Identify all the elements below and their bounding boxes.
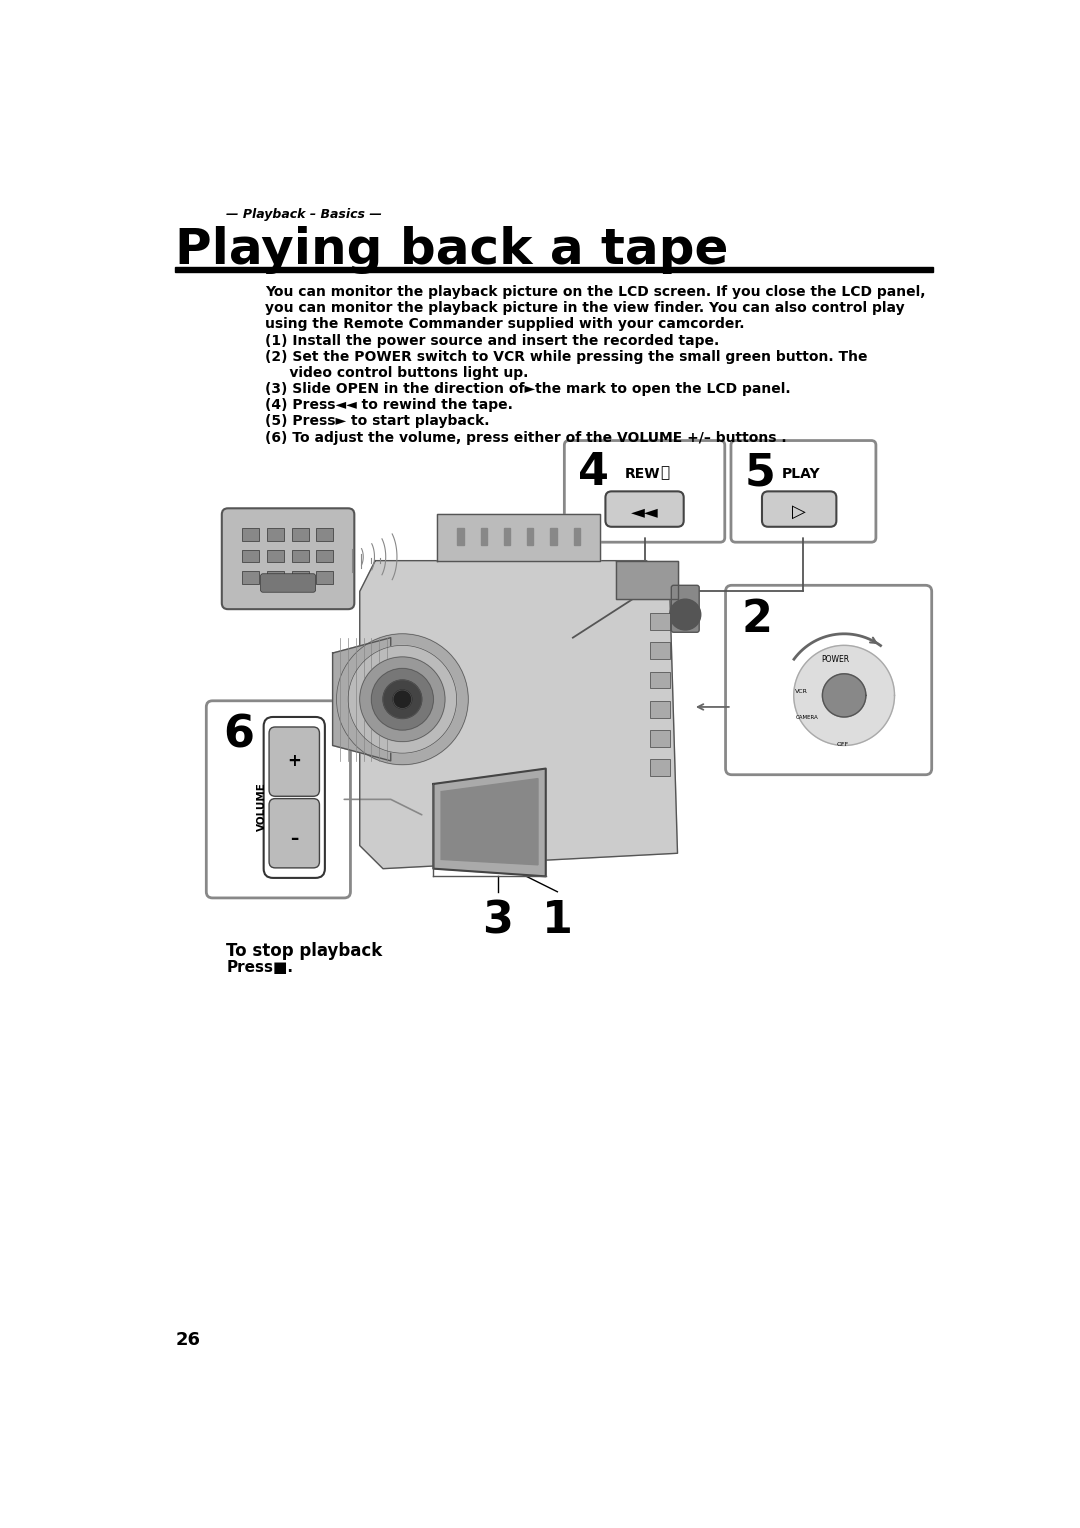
Bar <box>481 529 487 545</box>
Text: video control buttons light up.: video control buttons light up. <box>266 365 528 380</box>
Text: PLAY: PLAY <box>782 466 821 481</box>
Text: 4: 4 <box>578 451 609 495</box>
Text: — Playback – Basics —: — Playback – Basics — <box>227 208 382 222</box>
Bar <box>650 701 670 718</box>
Bar <box>267 571 284 584</box>
Text: To stop playback: To stop playback <box>227 941 382 960</box>
Text: 26: 26 <box>175 1331 200 1349</box>
Polygon shape <box>333 637 391 761</box>
Bar <box>242 529 259 541</box>
FancyBboxPatch shape <box>206 701 350 898</box>
Bar <box>458 529 463 545</box>
FancyBboxPatch shape <box>726 585 932 775</box>
Bar <box>527 529 534 545</box>
Bar <box>650 642 670 659</box>
Text: 5: 5 <box>745 451 775 495</box>
FancyBboxPatch shape <box>565 440 725 542</box>
Bar <box>316 550 334 562</box>
Circle shape <box>360 657 445 741</box>
Text: 2: 2 <box>741 597 772 640</box>
Text: Playing back a tape: Playing back a tape <box>175 226 729 274</box>
Polygon shape <box>360 561 677 868</box>
Text: OFF: OFF <box>836 741 849 747</box>
Circle shape <box>348 645 457 753</box>
Circle shape <box>383 680 422 718</box>
Bar <box>573 529 580 545</box>
Bar <box>242 550 259 562</box>
Bar <box>551 529 556 545</box>
Bar <box>650 671 670 689</box>
Text: ◄◄: ◄◄ <box>631 503 659 521</box>
Text: (6) To adjust the volume, press either of the VOLUME +/– buttons .: (6) To adjust the volume, press either o… <box>266 431 787 445</box>
Text: using the Remote Commander supplied with your camcorder.: using the Remote Commander supplied with… <box>266 318 745 332</box>
FancyBboxPatch shape <box>762 492 836 527</box>
Circle shape <box>337 634 469 764</box>
Bar <box>504 529 510 545</box>
Polygon shape <box>616 561 677 599</box>
Circle shape <box>372 668 433 730</box>
Bar <box>242 571 259 584</box>
Bar <box>292 550 309 562</box>
Bar <box>650 730 670 747</box>
Text: (4) Press◄◄ to rewind the tape.: (4) Press◄◄ to rewind the tape. <box>266 399 513 413</box>
Text: –: – <box>291 830 298 848</box>
Text: POWER: POWER <box>821 654 849 663</box>
Text: 1: 1 <box>542 900 572 943</box>
Text: ⏪: ⏪ <box>661 465 670 480</box>
Text: VOLUME: VOLUME <box>257 782 267 831</box>
Bar <box>316 529 334 541</box>
Text: (5) Press► to start playback.: (5) Press► to start playback. <box>266 414 489 428</box>
Polygon shape <box>794 645 894 746</box>
Text: you can monitor the playback picture in the view finder. You can also control pl: you can monitor the playback picture in … <box>266 301 905 315</box>
FancyBboxPatch shape <box>269 727 320 796</box>
Text: Press■.: Press■. <box>227 960 294 975</box>
Text: VCR: VCR <box>795 689 808 694</box>
FancyBboxPatch shape <box>731 440 876 542</box>
Bar <box>316 571 334 584</box>
Polygon shape <box>437 515 600 561</box>
Text: (2) Set the POWER switch to VCR while pressing the small green button. The: (2) Set the POWER switch to VCR while pr… <box>266 350 867 364</box>
Text: +: + <box>287 752 301 770</box>
Text: REW: REW <box>625 466 660 481</box>
Bar <box>292 529 309 541</box>
FancyBboxPatch shape <box>606 492 684 527</box>
Circle shape <box>393 691 411 709</box>
Text: 6: 6 <box>224 714 255 756</box>
Bar <box>175 266 933 272</box>
FancyBboxPatch shape <box>260 573 315 593</box>
Polygon shape <box>441 779 538 865</box>
Text: 3: 3 <box>483 900 513 943</box>
Text: ▷: ▷ <box>793 503 806 521</box>
FancyBboxPatch shape <box>269 799 320 868</box>
Text: You can monitor the playback picture on the LCD screen. If you close the LCD pan: You can monitor the playback picture on … <box>266 286 926 299</box>
Text: (3) Slide OPEN in the direction of►the mark to open the LCD panel.: (3) Slide OPEN in the direction of►the m… <box>266 382 791 396</box>
Bar <box>267 529 284 541</box>
Bar <box>267 550 284 562</box>
Circle shape <box>670 599 701 630</box>
Bar <box>292 571 309 584</box>
FancyBboxPatch shape <box>221 509 354 610</box>
Bar <box>650 759 670 776</box>
Polygon shape <box>823 674 866 717</box>
FancyBboxPatch shape <box>672 585 699 633</box>
Bar <box>650 613 670 630</box>
FancyBboxPatch shape <box>264 717 325 879</box>
Text: CAMERA: CAMERA <box>795 715 818 720</box>
Text: (1) Install the power source and insert the recorded tape.: (1) Install the power source and insert … <box>266 333 719 347</box>
Polygon shape <box>433 769 545 877</box>
